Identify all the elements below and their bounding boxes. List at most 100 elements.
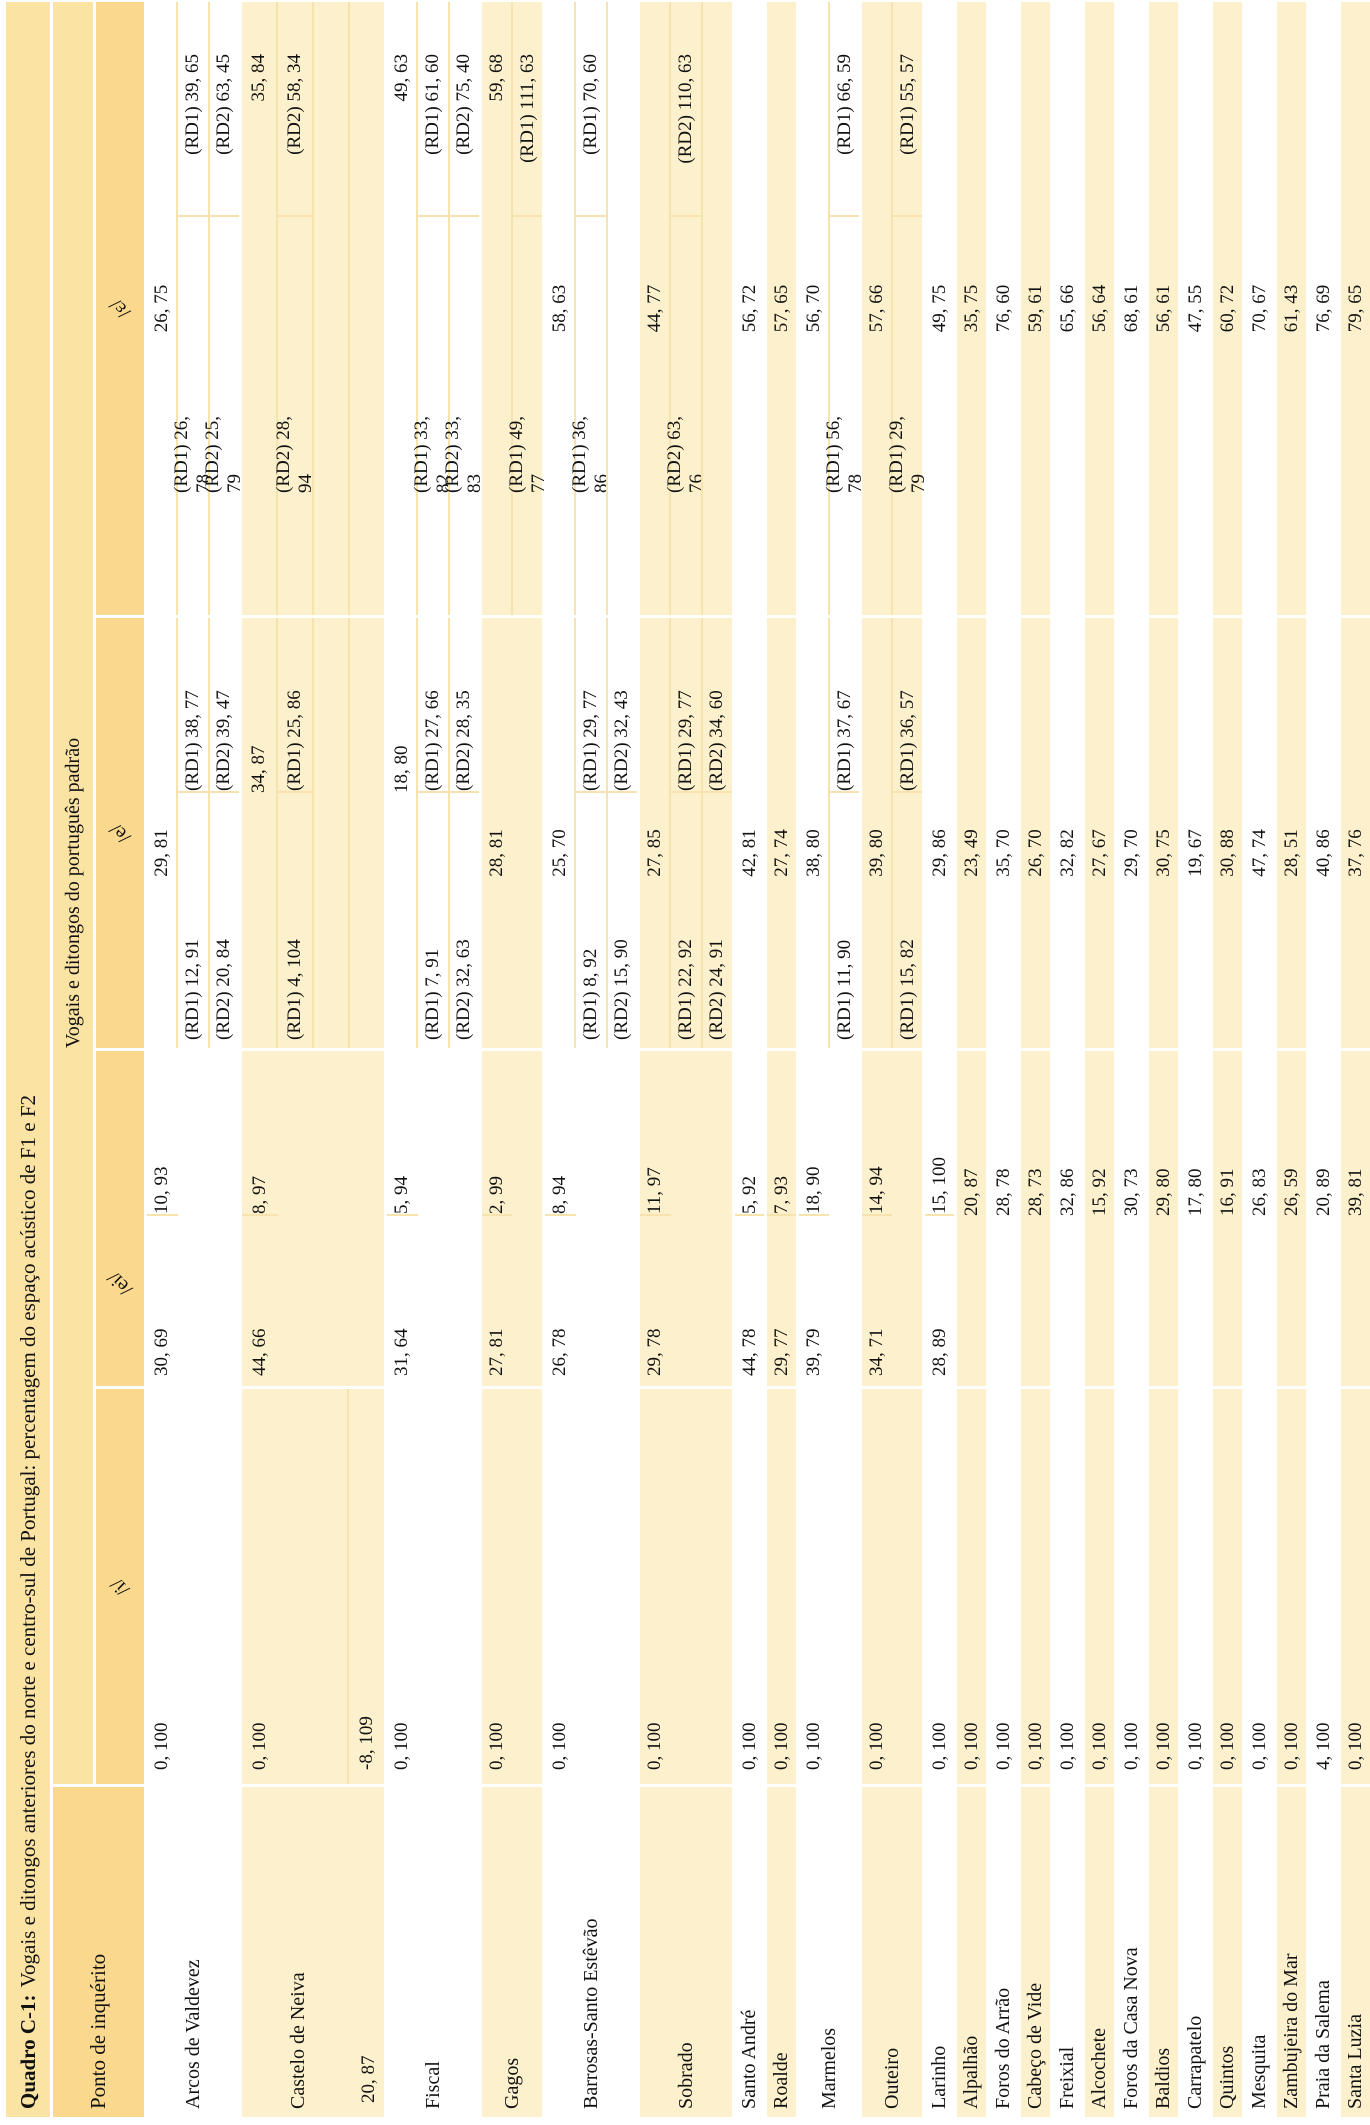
table-header: Ponto de inquérito Vogais e ditongos do … xyxy=(53,2,144,2117)
value xyxy=(640,913,669,1048)
row-name-cell: Cabeço de Vide xyxy=(1021,1787,1050,2117)
value xyxy=(147,2,176,217)
place-name: Freixial xyxy=(1056,2046,1078,2109)
value-cell: 0, 100 xyxy=(799,1389,859,1784)
value-cell: 39, 80 (RD1) 15, 82 (RD1) 36, 57 xyxy=(862,618,922,1048)
value xyxy=(178,217,207,400)
value-line: 44, 77 xyxy=(640,2,669,615)
value-line xyxy=(606,1389,637,1784)
table-row: Baldios 0, 100 29, 80 30, 75 56, 61 xyxy=(1149,2,1181,2117)
value-line: 16, 91 xyxy=(1213,1051,1242,1386)
value xyxy=(1085,618,1114,793)
value: 56, 70 xyxy=(802,284,824,333)
value: (RD1) 56, 78 xyxy=(822,415,866,493)
value-line: 0, 100 xyxy=(1245,1389,1274,1784)
value xyxy=(210,217,239,400)
value: 32, 86 xyxy=(1056,1168,1078,1217)
value: 10, 93 xyxy=(147,1051,178,1216)
value-line: 39, 80 xyxy=(862,618,891,1048)
value-line: 35, 75 xyxy=(957,2,986,615)
value-line xyxy=(892,1389,922,1784)
value xyxy=(278,217,312,400)
value-line: 28, 51 xyxy=(1277,618,1306,1048)
value xyxy=(512,1216,542,1386)
value: 76, 69 xyxy=(1312,284,1334,333)
value-line: 35, 70 xyxy=(989,618,1018,1048)
value-line: 68, 61 xyxy=(1117,2,1146,615)
value xyxy=(387,793,416,913)
table-row: Freixial 0, 100 32, 86 32, 82 65, 66 xyxy=(1053,2,1085,2117)
value xyxy=(1181,400,1210,615)
value xyxy=(387,217,416,400)
value-line: 35, 84 xyxy=(242,2,276,615)
value xyxy=(830,217,859,400)
row-name-cell: Roalde xyxy=(767,1787,796,2117)
value: 11, 97 xyxy=(640,1051,671,1216)
value-line: 29, 81 xyxy=(147,618,176,1048)
value-line: 28, 89 15, 100 xyxy=(925,1051,954,1386)
row-name-cell: Marmelos xyxy=(799,1787,859,2117)
value: (RD1) 66, 59 xyxy=(830,2,859,217)
value xyxy=(278,1216,314,1386)
value-cell: 61, 43 xyxy=(1277,2,1306,615)
value-line: 4, 100 xyxy=(1309,1389,1338,1784)
value-line: 59, 68 xyxy=(482,2,511,615)
value-line: 70, 67 xyxy=(1245,2,1274,615)
value: 0, 100 xyxy=(391,1722,413,1771)
value: 28, 51 xyxy=(1280,829,1302,877)
value-cell: 30, 69 10, 93 xyxy=(147,1051,239,1386)
value: 0, 100 xyxy=(770,1722,792,1771)
value xyxy=(829,1216,859,1386)
value-line: 28, 73 xyxy=(1021,1051,1050,1386)
value xyxy=(418,793,447,913)
value-cell: 29, 80 xyxy=(1149,1051,1178,1386)
value xyxy=(349,1051,385,1216)
row-name-cell: Mesquita xyxy=(1245,1787,1274,2117)
place-name: Marmelos xyxy=(817,2027,840,2109)
value: 26, 70 xyxy=(1024,829,1046,877)
value xyxy=(1309,618,1338,793)
value xyxy=(147,618,176,793)
value-line: 34, 71 14, 94 xyxy=(862,1051,892,1386)
value-line xyxy=(278,1051,314,1386)
value xyxy=(703,2,732,217)
value: 0, 100 xyxy=(486,1722,507,1771)
value-cell: 28, 51 xyxy=(1277,618,1306,1048)
place-name: Alcochete xyxy=(1088,2027,1110,2109)
value: (RD1) 15, 82 xyxy=(896,939,918,1040)
value: 68, 61 xyxy=(1120,284,1142,333)
value-cell: 76, 60 xyxy=(989,2,1018,615)
value-line xyxy=(448,1389,479,1784)
value-line xyxy=(312,1389,347,1784)
value: 15, 92 xyxy=(1088,1168,1110,1217)
value xyxy=(242,793,276,913)
value-line: 57, 66 xyxy=(862,2,891,615)
value-cell: 19, 67 xyxy=(1181,618,1210,1048)
value xyxy=(512,618,542,793)
value-line xyxy=(348,2,384,615)
value xyxy=(314,793,348,913)
value: 49, 75 xyxy=(928,284,950,333)
place-name: Zambujeira do Mar xyxy=(1280,1953,1302,2110)
value xyxy=(314,618,348,793)
value-line: (RD2) 24, 91 (RD2) 34, 60 xyxy=(700,618,732,1048)
value-cell: 32, 82 xyxy=(1053,618,1082,1048)
value-line xyxy=(892,1051,922,1386)
value xyxy=(418,217,447,400)
row-name-cell: Outeiro xyxy=(862,1787,922,2117)
value xyxy=(208,1216,239,1386)
value xyxy=(701,1051,732,1216)
value: 29, 77 xyxy=(770,1328,792,1377)
value xyxy=(606,1051,637,1216)
value: 16, 91 xyxy=(1216,1168,1238,1217)
value-line: 0, 100 xyxy=(242,1389,277,1784)
value-cell: 26, 83 xyxy=(1245,1051,1274,1386)
row-name-cell: Alpalhão xyxy=(957,1787,986,2117)
value-line: 0, 100 xyxy=(1277,1389,1306,1784)
value xyxy=(350,618,384,793)
value: 44, 66 xyxy=(248,1328,270,1377)
value-cell: 38, 80 (RD1) 11, 90 (RD1) 37, 67 xyxy=(799,618,859,1048)
value-line: 20, 89 xyxy=(1309,1051,1338,1386)
value-line xyxy=(671,1389,702,1784)
